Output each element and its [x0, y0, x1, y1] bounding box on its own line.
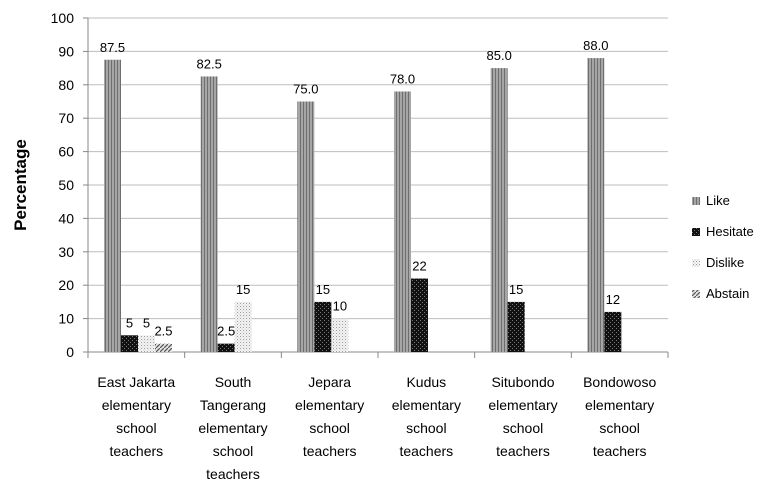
category-label: teachers — [593, 443, 647, 459]
legend-swatch-abstain — [692, 290, 700, 298]
y-tick-label: 40 — [58, 210, 74, 226]
data-labels: 87.582.575.078.085.088.052.5152215125151… — [100, 38, 620, 339]
data-label: 5 — [143, 315, 150, 330]
bar-hesitate — [217, 343, 235, 352]
y-tick-labels: 0 10 20 30 40 50 60 70 80 90 100 — [51, 10, 75, 360]
data-label: 85.0 — [487, 48, 512, 63]
bar-hesitate — [411, 278, 428, 352]
category-label: elementary — [392, 397, 461, 413]
y-tick-label: 30 — [58, 244, 74, 260]
bar-like — [104, 59, 121, 352]
category-label: Bondowoso — [583, 374, 656, 390]
legend-label: Abstain — [706, 286, 749, 301]
y-tick-label: 90 — [58, 43, 74, 59]
y-tick-label: 80 — [58, 77, 74, 93]
category-label: school — [503, 420, 543, 436]
category-label: school — [309, 420, 349, 436]
data-label: 2.5 — [154, 324, 172, 339]
bar-abstain — [155, 343, 172, 352]
y-tick-label: 70 — [58, 110, 74, 126]
bars — [104, 58, 622, 353]
bar-hesitate — [507, 301, 525, 352]
category-label: elementary — [295, 397, 364, 413]
category-label: Situbondo — [491, 374, 554, 390]
category-label: Tangerang — [200, 397, 266, 413]
bar-dislike — [331, 318, 349, 352]
bar-like — [490, 68, 508, 352]
category-label: South — [215, 374, 252, 390]
y-axis-label: Percentage — [11, 139, 30, 231]
category-label: teachers — [399, 443, 453, 459]
category-label: school — [213, 443, 253, 459]
data-label: 75.0 — [293, 82, 318, 97]
data-label: 87.5 — [100, 40, 125, 55]
legend-label: Like — [706, 193, 730, 208]
bar-dislike — [234, 301, 252, 352]
legend-swatch-dislike — [692, 259, 700, 267]
category-label: elementary — [585, 397, 654, 413]
bar-like — [587, 58, 605, 353]
data-label: 12 — [606, 292, 620, 307]
gridlines — [88, 17, 668, 320]
category-label: school — [406, 420, 446, 436]
legend: Like Hesitate Dislike Abstain — [692, 193, 754, 301]
category-label: elementary — [488, 397, 557, 413]
legend-label: Dislike — [706, 255, 744, 270]
category-label: teachers — [206, 466, 260, 481]
y-tick-label: 50 — [58, 177, 74, 193]
data-label: 88.0 — [583, 38, 608, 53]
data-label: 78.0 — [390, 71, 415, 86]
bar-like — [394, 91, 411, 352]
legend-swatch-hesitate — [692, 228, 700, 236]
data-label: 15 — [236, 282, 250, 297]
axes — [83, 17, 669, 358]
data-label: 22 — [412, 259, 426, 274]
data-label: 82.5 — [197, 56, 222, 71]
category-label: teachers — [496, 443, 550, 459]
bar-like — [297, 101, 315, 352]
category-label: school — [116, 420, 156, 436]
y-tick-label: 0 — [66, 344, 74, 360]
category-label: elementary — [102, 397, 171, 413]
y-tick-label: 60 — [58, 144, 74, 160]
data-label: 5 — [126, 315, 133, 330]
category-label: teachers — [303, 443, 357, 459]
category-label: elementary — [198, 420, 267, 436]
category-labels: East Jakarta elementary school teachers Sout… — [97, 374, 656, 481]
legend-swatch-like — [692, 197, 700, 205]
category-label: teachers — [109, 443, 163, 459]
bar-hesitate — [121, 335, 138, 352]
data-label: 15 — [509, 282, 523, 297]
category-label: East Jakarta — [97, 374, 175, 390]
category-label: Jepara — [308, 374, 351, 390]
bar-like — [200, 76, 218, 352]
bar-hesitate — [314, 301, 332, 352]
y-tick-label: 10 — [58, 311, 74, 327]
bar-hesitate — [604, 311, 622, 352]
bar-dislike — [138, 335, 155, 352]
data-label: 15 — [316, 282, 330, 297]
legend-label: Hesitate — [706, 224, 754, 239]
category-label: school — [599, 420, 639, 436]
data-label: 2.5 — [217, 324, 235, 339]
category-label: Kudus — [406, 374, 446, 390]
y-tick-label: 20 — [58, 277, 74, 293]
y-tick-label: 100 — [51, 10, 75, 26]
data-label: 10 — [333, 299, 347, 314]
